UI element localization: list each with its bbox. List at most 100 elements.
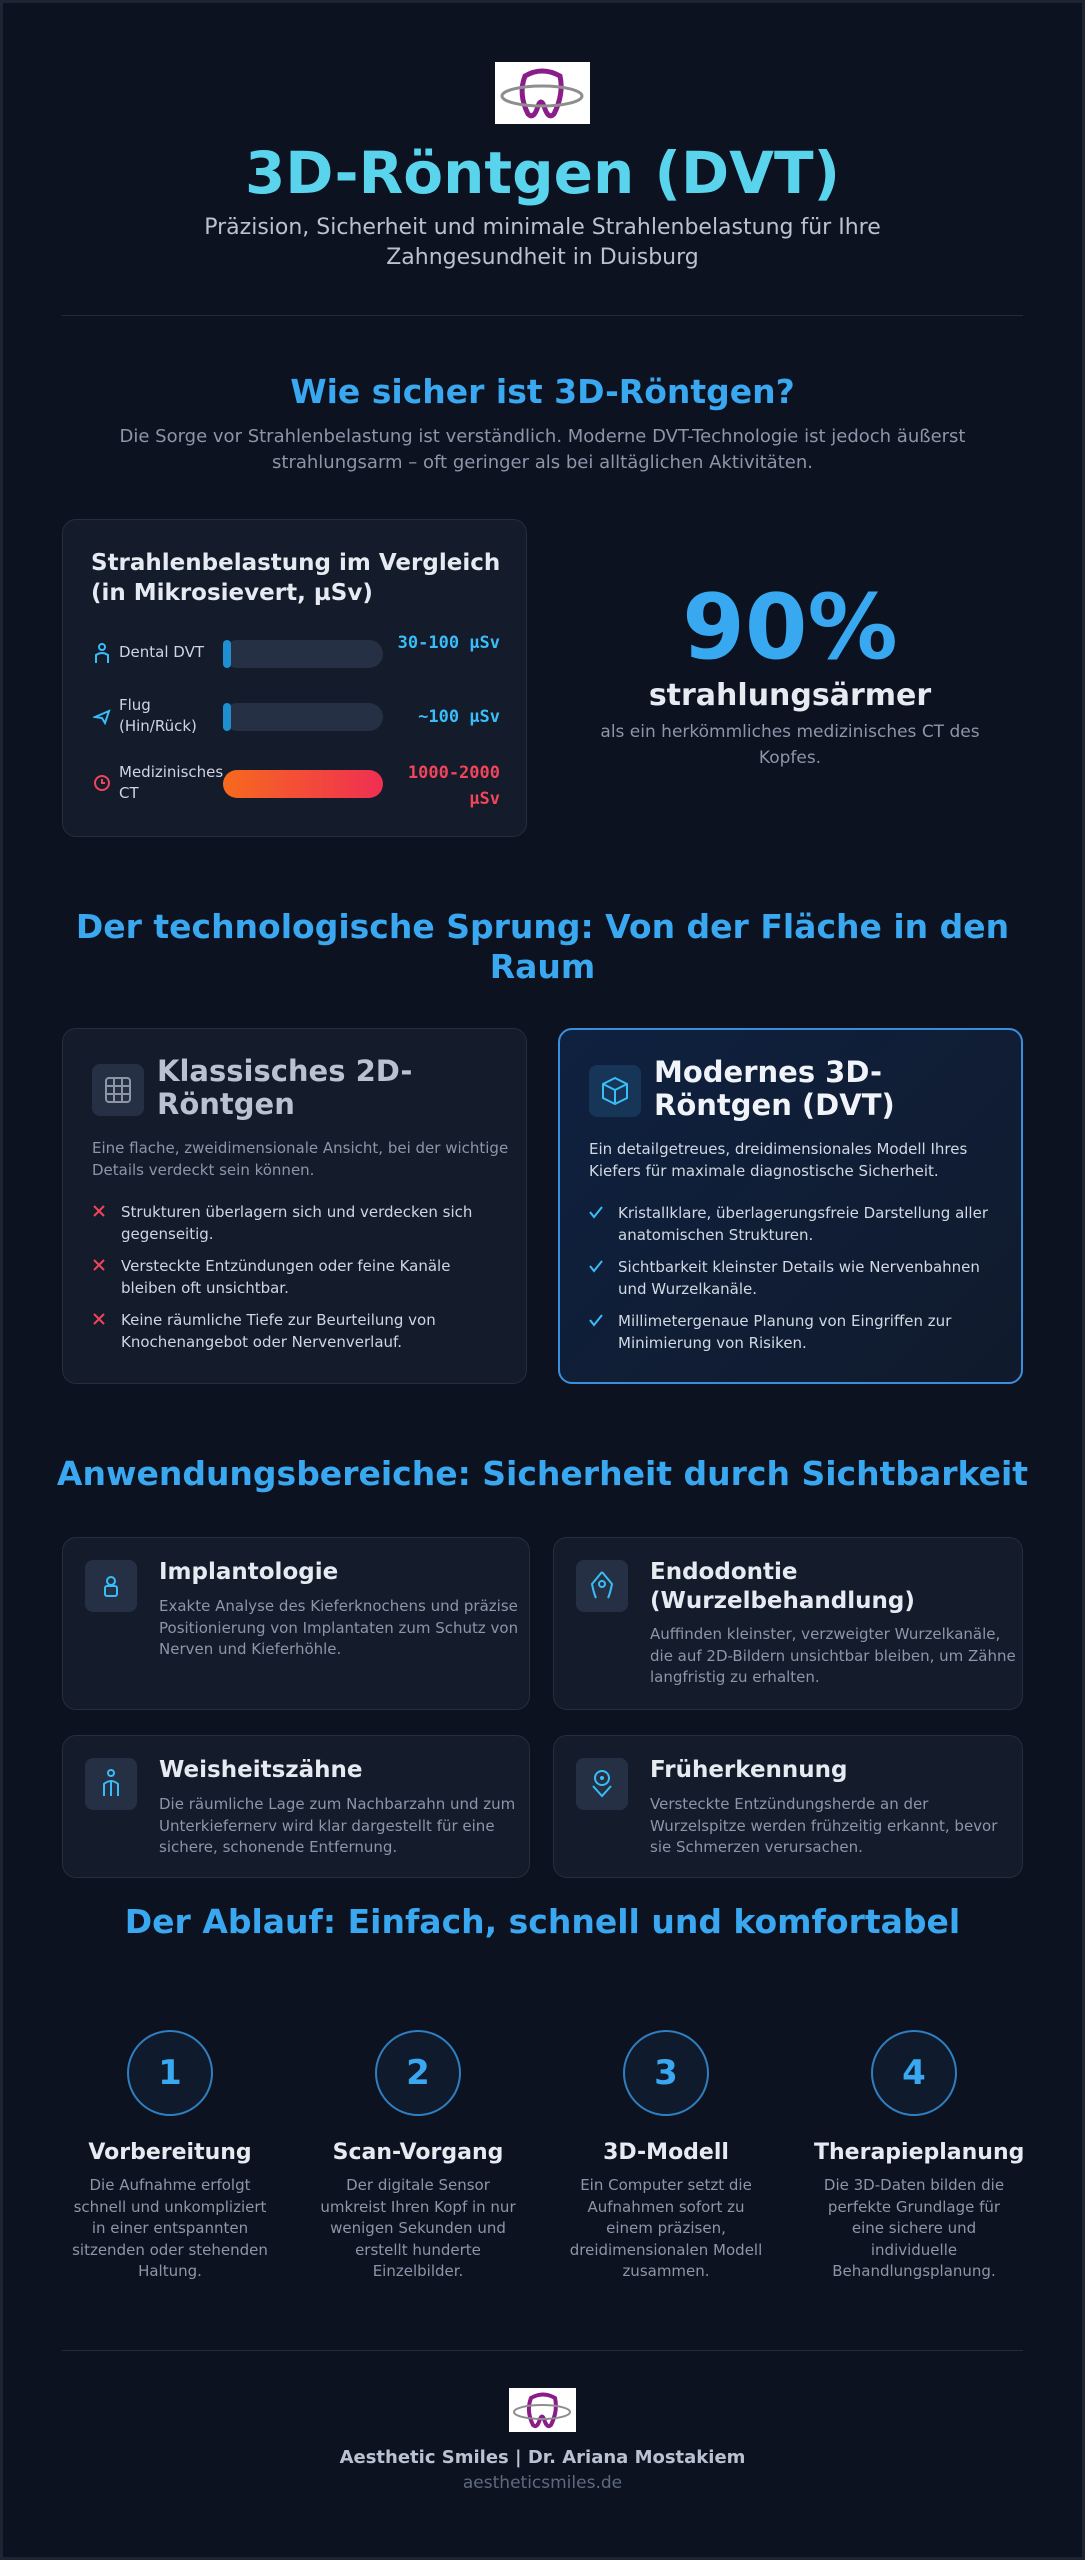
- icon-box: [85, 1560, 137, 1612]
- step-number: 1: [127, 2030, 213, 2116]
- row-value: 30-100 µSv: [397, 633, 500, 653]
- cross-icon: [93, 1205, 105, 1217]
- point: Sichtbarkeit kleinster Details wie Nerve…: [589, 1256, 988, 1300]
- check-icon: [589, 1260, 603, 1273]
- row-label: Medizinisches CT: [119, 763, 224, 802]
- icon-box: [589, 1065, 641, 1117]
- section-heading: Der Ablauf: Einfach, schnell und komfort…: [124, 1902, 961, 1941]
- card-title: Strahlenbelastung im Vergleich (in Mikro…: [91, 550, 501, 606]
- point: Keine räumliche Tiefe zur Beurteilung vo…: [93, 1309, 491, 1353]
- use-text: Versteckte Entzündungsherde an der Wurze…: [650, 1795, 998, 1856]
- divider: [62, 2350, 1023, 2351]
- icon-box: [576, 1560, 628, 1612]
- point-text: Kristallklare, überlagerungsfreie Darste…: [618, 1204, 988, 1244]
- row-label: Dental DVT: [119, 643, 205, 661]
- page-subtitle: Präzision, Sicherheit und minimale Strah…: [204, 215, 881, 270]
- detect-icon: [592, 1770, 612, 1798]
- bar-fill: [223, 640, 231, 668]
- step: 2 Scan-Vorgang Der digitale Sensor umkreis…: [318, 2030, 518, 2283]
- page-title: 3D-Röntgen (DVT): [244, 139, 841, 207]
- step-number: 3: [623, 2030, 709, 2116]
- use-card: Endodontie (Wurzelbehandlung) Auffinden …: [553, 1537, 1023, 1710]
- icon-box: [85, 1758, 137, 1810]
- cross-icon: [93, 1313, 105, 1325]
- person-icon: [95, 643, 109, 663]
- tech-card-highlight: Modernes 3D-Röntgen (DVT) Ein detailgetr…: [558, 1028, 1023, 1384]
- implant-icon: [104, 1576, 118, 1597]
- step-title: Scan-Vorgang: [332, 2140, 504, 2165]
- point: Versteckte Entzündungen oder feine Kanäl…: [93, 1255, 491, 1299]
- stat-note: als ein herkömmliches medizinisches CT d…: [600, 722, 980, 768]
- point-text: Sichtbarkeit kleinster Details wie Nerve…: [618, 1258, 980, 1298]
- step: 1 Vorbereitung Die Aufnahme erfolgt schnel…: [70, 2030, 270, 2283]
- use-card: Früherkennung Versteckte Entzündungsherd…: [553, 1735, 1023, 1878]
- check-icon: [589, 1206, 603, 1219]
- point-text: Keine räumliche Tiefe zur Beurteilung vo…: [121, 1311, 436, 1351]
- use-title: Endodontie (Wurzelbehandlung): [650, 1559, 915, 1614]
- step-title: Therapieplanung: [814, 2140, 1025, 2165]
- card-title: Klassisches 2D-Röntgen: [157, 1054, 413, 1121]
- stat-label: strahlungsärmer: [648, 678, 932, 713]
- row-value: 1000-2000 µSv: [407, 763, 500, 809]
- footer-logo: [509, 2388, 576, 2432]
- ct-icon: [94, 775, 110, 791]
- card-text: Ein detailgetreues, dreidimensionales Mo…: [589, 1140, 968, 1180]
- card-title: Modernes 3D-Röntgen (DVT): [654, 1055, 895, 1122]
- comparison-card: Strahlenbelastung im Vergleich (in Mikro…: [62, 519, 527, 837]
- cube-icon: [602, 1076, 628, 1106]
- use-card: Implantologie Exakte Analyse des Kieferk…: [62, 1537, 530, 1710]
- step-number: 4: [871, 2030, 957, 2116]
- use-title: Weisheitszähne: [159, 1757, 363, 1783]
- logo: [495, 62, 590, 124]
- section-heading: Der technologische Sprung: Von der Fläch…: [75, 907, 1010, 986]
- point: Kristallklare, überlagerungsfreie Darste…: [589, 1202, 988, 1246]
- comparison-row: Flug (Hin/Rück) ~100 µSv: [63, 696, 528, 735]
- step-number: 2: [375, 2030, 461, 2116]
- step: 4 Therapieplanung Die 3D-Daten bilden die …: [814, 2030, 1025, 2283]
- step-text: Die 3D-Daten bilden die perfekte Grundla…: [823, 2176, 1005, 2280]
- step-text: Ein Computer setzt die Aufnahmen sofort …: [569, 2176, 763, 2280]
- row-value: ~100 µSv: [418, 707, 500, 727]
- use-text: Exakte Analyse des Kieferknochens und pr…: [159, 1597, 519, 1658]
- point-text: Strukturen überlagern sich und verdecken…: [121, 1203, 473, 1243]
- step-title: Vorbereitung: [88, 2140, 252, 2165]
- step: 3 3D-Modell Ein Computer setzt die Aufnahm…: [566, 2030, 766, 2283]
- point: Strukturen überlagern sich und verdecken…: [93, 1201, 491, 1245]
- plane-icon: [93, 709, 111, 725]
- step-title: 3D-Modell: [603, 2140, 729, 2165]
- use-text: Die räumliche Lage zum Nachbarzahn und z…: [159, 1795, 516, 1856]
- bar-fill: [223, 770, 383, 798]
- use-title: Früherkennung: [650, 1757, 848, 1783]
- use-card: Weisheitszähne Die räumliche Lage zum Na…: [62, 1735, 530, 1878]
- tech-card: Klassisches 2D-Röntgen Eine flache, zwei…: [62, 1028, 527, 1384]
- cross-icon: [93, 1259, 105, 1271]
- icon-box: [576, 1758, 628, 1810]
- step-text: Die Aufnahme erfolgt schnell und unkompl…: [72, 2176, 268, 2280]
- point: Millimetergenaue Planung von Eingriffen …: [589, 1310, 988, 1354]
- card-text: Eine flache, zweidimensionale Ansicht, b…: [92, 1139, 509, 1179]
- step-text: Der digitale Sensor umkreist Ihren Kopf …: [320, 2176, 516, 2280]
- use-text: Auffinden kleinster, verzweigter Wurzelk…: [650, 1625, 1016, 1686]
- tooth-icon: [103, 1769, 119, 1796]
- root-icon: [590, 1571, 614, 1599]
- icon-box: [92, 1064, 144, 1116]
- bar-track: [223, 703, 383, 731]
- footer-url: aestheticsmiles.de: [462, 2473, 623, 2493]
- check-icon: [589, 1314, 603, 1327]
- row-label: Flug (Hin/Rück): [119, 696, 197, 735]
- bar-fill: [223, 703, 231, 731]
- bar-track: [223, 640, 383, 668]
- comparison-row: Dental DVT 30-100 µSv: [63, 633, 528, 668]
- section-heading: Wie sicher ist 3D-Röntgen?: [290, 372, 795, 411]
- comparison-row: Medizinisches CT 1000-2000 µSv: [63, 763, 528, 809]
- grid-icon: [105, 1077, 131, 1103]
- divider: [62, 315, 1023, 316]
- footer-name: Aesthetic Smiles | Dr. Ariana Mostakiem: [339, 2447, 746, 2468]
- stat-value: 90%: [682, 575, 898, 680]
- point-text: Millimetergenaue Planung von Eingriffen …: [618, 1312, 952, 1352]
- section-intro: Die Sorge vor Strahlenbelastung ist vers…: [119, 426, 966, 473]
- section-heading: Anwendungsbereiche: Sicherheit durch Sic…: [56, 1454, 1029, 1493]
- point-text: Versteckte Entzündungen oder feine Kanäl…: [121, 1257, 451, 1297]
